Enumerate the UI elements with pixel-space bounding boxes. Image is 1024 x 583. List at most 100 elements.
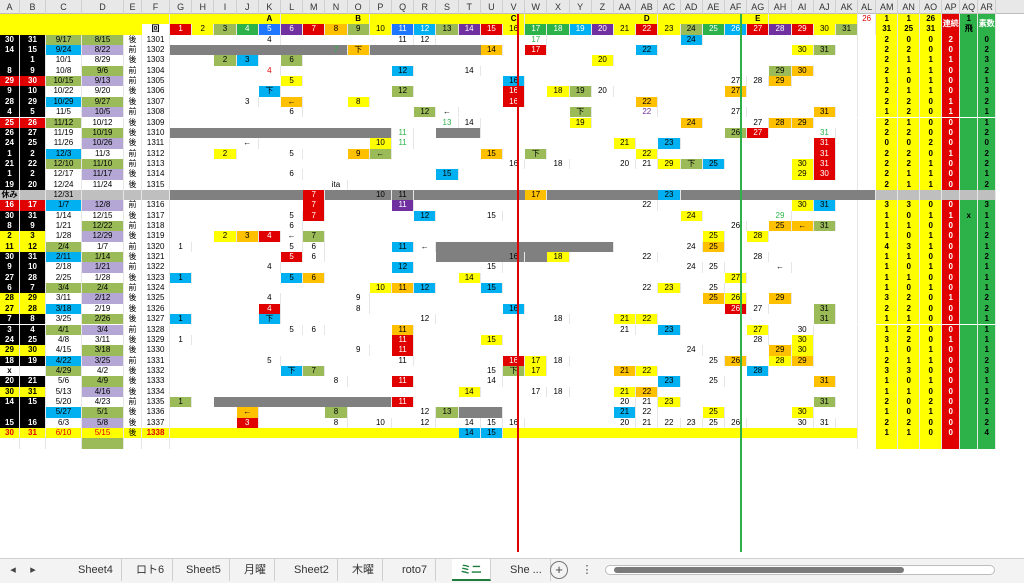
number-cell[interactable]: 6 [303, 241, 326, 253]
summary-ao[interactable]: 1 [920, 55, 943, 66]
number-cell[interactable]: 25 [702, 231, 725, 242]
number-cell[interactable]: 11 [392, 200, 415, 211]
number-cell[interactable]: 23 [658, 396, 681, 408]
summary-ao[interactable] [920, 438, 943, 449]
row-col-b[interactable]: 25 [20, 334, 46, 346]
number-header-10[interactable]: 10 [369, 24, 392, 35]
summary-ar[interactable]: 3 [978, 86, 997, 97]
number-cell[interactable]: 21 [614, 407, 637, 418]
summary-aq[interactable] [960, 396, 979, 408]
row-round[interactable]: 1336 [142, 407, 170, 418]
number-cell[interactable]: 15 [480, 283, 503, 294]
number-cell[interactable]: 22 [636, 148, 659, 159]
row-col-b[interactable] [20, 407, 46, 418]
row-col-b[interactable] [20, 189, 46, 201]
row-round[interactable]: 1308 [142, 107, 170, 118]
summary-ao[interactable]: 0 [920, 34, 943, 46]
number-header-22[interactable]: 22 [636, 24, 659, 35]
number-cell[interactable]: 18 [547, 86, 570, 97]
summary-aq[interactable] [960, 127, 979, 139]
number-cell[interactable]: 14 [480, 45, 503, 56]
number-cell[interactable]: 7 [303, 189, 326, 201]
number-cell[interactable]: 24 [681, 241, 703, 253]
number-cell[interactable]: 25 [702, 293, 725, 304]
number-cell[interactable]: 12 [414, 107, 437, 118]
summary-ap[interactable]: 1 [942, 107, 961, 118]
summary-ao[interactable]: 0 [920, 252, 943, 263]
summary-ao[interactable]: 0 [920, 365, 943, 377]
row-col-b[interactable]: 7 [20, 283, 46, 294]
row-half[interactable]: 後 [124, 407, 142, 418]
summary-ao[interactable]: 0 [920, 45, 943, 56]
summary-ar[interactable]: 1 [978, 221, 997, 232]
row-date[interactable]: 2/18 [46, 262, 82, 273]
number-cell[interactable]: 2 [214, 148, 237, 159]
row-round[interactable]: 1309 [142, 117, 170, 128]
summary-aq[interactable] [960, 169, 979, 180]
number-cell[interactable]: 28 [769, 117, 792, 128]
summary-ao[interactable]: 0 [920, 293, 943, 304]
summary-ar[interactable]: 3 [978, 55, 997, 66]
column-header-b[interactable]: B [20, 0, 46, 14]
summary-ap[interactable]: 0 [942, 169, 961, 180]
number-cell[interactable]: 6 [303, 272, 326, 284]
number-cell[interactable]: 2 [214, 55, 237, 66]
column-header-aa[interactable]: AA [614, 0, 637, 14]
row-col-b[interactable]: 20 [20, 179, 46, 190]
number-cell[interactable]: 22 [636, 252, 659, 263]
row-date[interactable]: 4/22 [46, 355, 82, 366]
number-cell[interactable]: 23 [658, 138, 681, 149]
number-cell[interactable]: ← [414, 241, 437, 253]
summary-ao[interactable]: 1 [920, 376, 943, 387]
row-round[interactable]: 1326 [142, 303, 170, 315]
summary-an[interactable]: 1 [898, 86, 921, 97]
summary-an[interactable] [898, 189, 921, 201]
row-half[interactable]: 後 [124, 334, 142, 346]
row-date[interactable]: 11/26 [46, 138, 82, 149]
number-header-1[interactable]: 1 [170, 24, 193, 35]
number-cell[interactable]: 15 [480, 428, 503, 439]
summary-ar[interactable]: 1 [978, 314, 997, 325]
row-date-prev[interactable]: 4/2 [82, 365, 124, 377]
row-date[interactable]: 3/25 [46, 314, 82, 325]
number-cell[interactable]: 1 [170, 272, 193, 284]
column-header-g[interactable]: G [170, 0, 193, 14]
row-col-a[interactable]: 18 [0, 355, 20, 366]
number-header-25[interactable]: 25 [702, 24, 725, 35]
number-cell[interactable]: 16 [503, 86, 526, 97]
summary-ap[interactable] [942, 438, 961, 449]
number-cell[interactable]: 25 [703, 283, 725, 294]
row-col-b[interactable]: 10 [20, 262, 46, 273]
summary-am[interactable]: 2 [876, 117, 899, 128]
number-cell[interactable]: ← [436, 107, 459, 118]
summary-aq[interactable] [960, 386, 979, 397]
row-date[interactable]: 11/5 [46, 107, 82, 118]
row-date[interactable]: 11/19 [46, 127, 82, 139]
summary-an[interactable]: 1 [898, 221, 921, 232]
number-cell[interactable]: 31 [814, 417, 836, 428]
row-date[interactable]: 12/24 [46, 179, 82, 190]
number-cell[interactable]: 23 [681, 417, 703, 428]
summary-ar[interactable]: 2 [978, 303, 997, 315]
number-cell[interactable]: 2 [214, 231, 237, 242]
summary-ap[interactable]: 2 [942, 34, 961, 46]
summary-aq[interactable] [960, 376, 979, 387]
summary-ap[interactable]: 0 [942, 417, 961, 428]
column-header-e[interactable]: E [124, 0, 142, 14]
row-date[interactable]: 1/14 [46, 210, 82, 221]
number-cell[interactable]: 4 [258, 231, 281, 242]
row-col-a[interactable]: 28 [0, 96, 20, 108]
row-round[interactable]: 1306 [142, 86, 170, 97]
row-half[interactable]: 後 [124, 127, 142, 139]
number-cell[interactable]: 24 [680, 34, 703, 46]
number-cell[interactable]: 25 [702, 407, 725, 418]
summary-an[interactable]: 1 [898, 252, 921, 263]
row-round[interactable]: 1312 [142, 148, 170, 159]
number-cell[interactable]: 14 [458, 386, 481, 397]
column-header-ac[interactable]: AC [658, 0, 681, 14]
column-header-q[interactable]: Q [392, 0, 415, 14]
summary-ao[interactable]: 0 [920, 303, 943, 315]
number-cell[interactable]: 8 [347, 96, 370, 108]
number-header-2[interactable]: 2 [192, 24, 215, 35]
number-cell[interactable]: 29 [791, 117, 814, 128]
